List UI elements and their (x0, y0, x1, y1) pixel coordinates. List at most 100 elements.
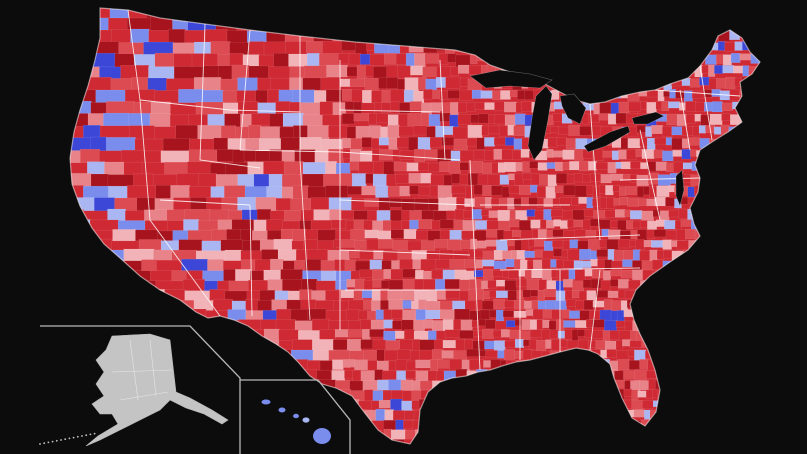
county-cell (630, 161, 642, 169)
county-cell (70, 380, 92, 409)
county-cell (156, 309, 182, 334)
county-cell (709, 430, 721, 440)
county-cell (701, 379, 714, 391)
county-cell (640, 100, 648, 110)
county-cell (435, 279, 446, 292)
county-cell (602, 330, 611, 343)
county-cell (649, 18, 658, 26)
county-cell (717, 41, 726, 51)
county-cell (524, 300, 533, 309)
county-cell (403, 420, 414, 429)
county-cell (604, 410, 614, 420)
county-cell (487, 53, 498, 65)
county-cell (372, 279, 382, 288)
county-cell (531, 300, 539, 309)
county-cell (316, 17, 330, 32)
state-boundary-line (499, 267, 641, 271)
county-cell (590, 259, 599, 267)
county-cell (127, 289, 151, 318)
county-cell (707, 185, 717, 194)
county-cell (527, 359, 536, 372)
county-cell (340, 289, 355, 299)
county-cell (473, 149, 486, 161)
county-cell (543, 240, 554, 251)
county-cell (176, 339, 200, 360)
county-cell (581, 439, 594, 444)
county-cell (560, 220, 569, 229)
county-cell (532, 309, 544, 320)
county-cell (583, 208, 595, 217)
county-cell (127, 299, 157, 326)
county-cell (641, 8, 649, 15)
county-cell (492, 90, 502, 101)
county-cell (575, 300, 585, 310)
county-cell (729, 299, 740, 309)
county-cell (512, 230, 522, 237)
county-cell (581, 76, 594, 87)
county-cell (523, 379, 531, 388)
county-cell (520, 230, 533, 239)
county-cell (572, 359, 582, 370)
county-cell (375, 408, 386, 422)
county-cell (762, 54, 775, 61)
county-cell (415, 359, 431, 369)
county-cell (446, 210, 456, 220)
county-cell (663, 329, 672, 341)
county-cell (754, 440, 760, 444)
county-cell (592, 29, 600, 41)
county-cell (721, 339, 734, 352)
county-cell (459, 89, 473, 101)
county-cell (741, 438, 750, 444)
county-cell (657, 338, 666, 349)
county-cell (415, 439, 431, 444)
county-cell (485, 197, 492, 209)
county-cell (740, 339, 751, 350)
county-cell (732, 209, 746, 218)
county-cell (529, 329, 543, 338)
county-cell (502, 41, 513, 53)
county-cell (714, 65, 724, 74)
county-cell (648, 378, 657, 391)
county-cell (715, 440, 725, 444)
county-cell (611, 78, 625, 88)
county-cell (455, 338, 465, 353)
county-cell (368, 113, 378, 125)
county-cell (429, 440, 439, 444)
county-cell (729, 399, 739, 409)
county-cell (583, 389, 593, 401)
county-cell (450, 66, 459, 76)
county-cell (527, 30, 535, 40)
county-cell (626, 149, 637, 161)
county-cell (658, 319, 668, 331)
county-cell (569, 239, 579, 249)
county-cell (741, 410, 754, 418)
county-cell (484, 420, 497, 429)
county-cell (662, 150, 674, 162)
county-cell (364, 439, 374, 444)
county-cell (762, 211, 769, 217)
county-cell (577, 379, 588, 391)
county-cell (665, 137, 673, 146)
county-cell (623, 309, 637, 318)
county-cell (625, 186, 638, 195)
county-cell (575, 41, 587, 49)
county-cell (682, 41, 693, 53)
county-cell (674, 359, 684, 368)
county-cell (669, 390, 678, 402)
county-cell (536, 186, 547, 198)
county-cell (565, 298, 577, 307)
county-cell (656, 65, 665, 74)
county-cell (753, 209, 760, 217)
county-cell (432, 29, 446, 42)
county-cell (733, 409, 742, 419)
county-cell (663, 90, 671, 97)
county-cell (184, 350, 208, 380)
county-cell (480, 440, 490, 444)
county-cell (721, 197, 731, 207)
county-cell (592, 300, 605, 308)
county-cell (499, 174, 510, 185)
county-cell (748, 149, 756, 157)
aleutian-island (89, 433, 92, 436)
aleutian-island (43, 442, 46, 445)
county-cell (608, 389, 619, 398)
